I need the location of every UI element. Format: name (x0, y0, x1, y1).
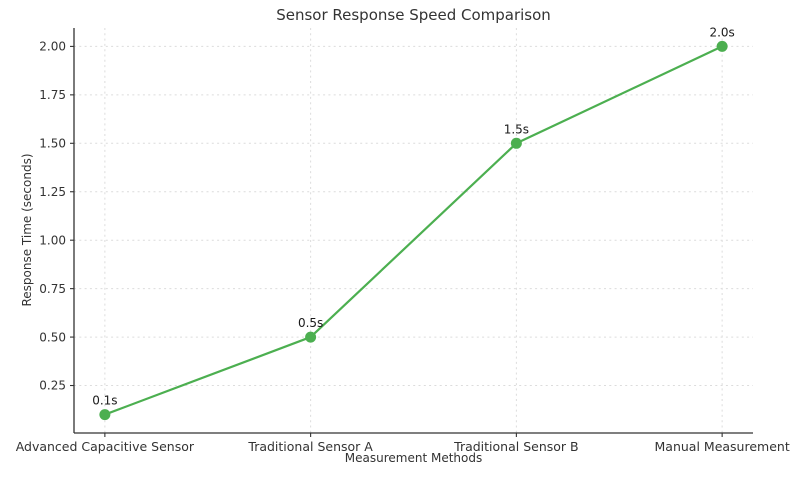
data-point (716, 40, 728, 52)
data-point (510, 137, 522, 149)
y-tick-label: 1.25 (39, 185, 66, 199)
y-tick-label: 0.75 (39, 282, 66, 296)
x-tick-label: Traditional Sensor A (247, 439, 373, 454)
data-line (103, 45, 724, 416)
x-tick-label: Advanced Capacitive Sensor (16, 439, 195, 454)
y-tick-label: 0.25 (39, 379, 66, 393)
data-point-label: 2.0s (709, 25, 734, 39)
y-tick-label: 1.75 (39, 88, 66, 102)
data-point-label: 1.5s (504, 122, 529, 136)
data-point-label: 0.5s (298, 316, 323, 330)
x-axis-label: Measurement Methods (344, 451, 483, 465)
x-tick-label: Manual Measurement (655, 439, 790, 454)
y-tick-label: 1.00 (39, 233, 66, 247)
y-tick-label: 0.50 (39, 330, 66, 344)
y-axis-label: Response Time (seconds) (20, 153, 34, 307)
y-tick-label: 1.50 (39, 136, 66, 150)
data-point (305, 331, 317, 343)
data-point (99, 409, 111, 421)
chart-title: Sensor Response Speed Comparison (276, 6, 551, 24)
data-point-label: 0.1s (92, 394, 117, 408)
y-tick-label: 2.00 (39, 40, 66, 54)
x-tick-label: Traditional Sensor B (453, 439, 578, 454)
